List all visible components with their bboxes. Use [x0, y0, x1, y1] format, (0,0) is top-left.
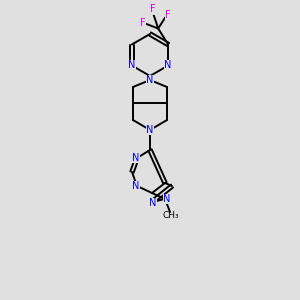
- Text: F: F: [150, 4, 156, 14]
- Text: N: N: [146, 75, 154, 85]
- Text: N: N: [132, 181, 140, 191]
- Text: F: F: [165, 11, 171, 20]
- Text: CH₃: CH₃: [163, 211, 179, 220]
- Text: N: N: [132, 153, 140, 163]
- Text: N: N: [128, 61, 136, 70]
- Text: F: F: [140, 17, 146, 28]
- Text: N: N: [149, 198, 157, 208]
- Text: N: N: [146, 125, 154, 135]
- Text: N: N: [164, 61, 172, 70]
- Text: N: N: [163, 194, 171, 204]
